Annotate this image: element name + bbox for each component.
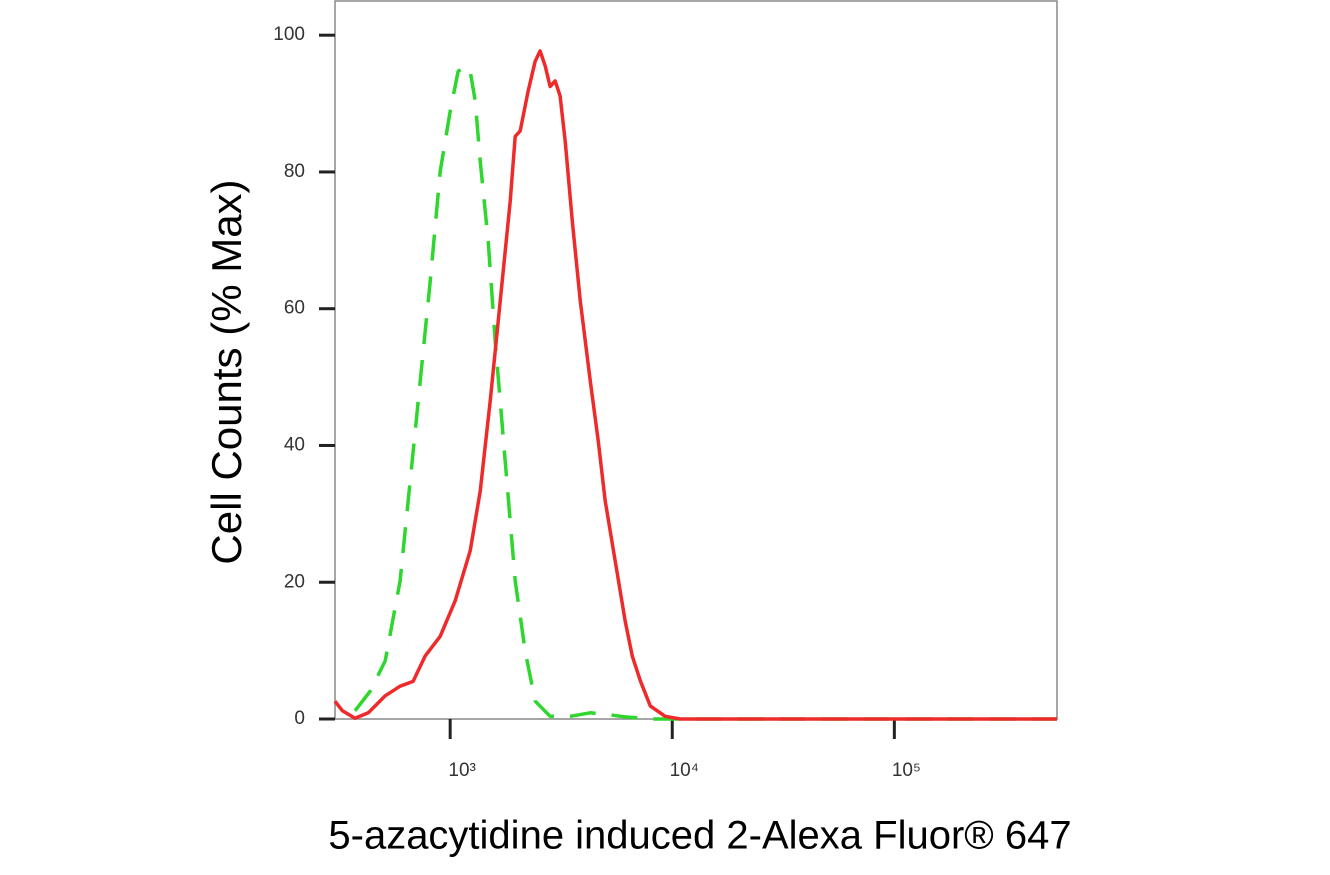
x-tick-label: 10⁵	[892, 760, 921, 781]
y-tick-label: 80	[284, 161, 305, 182]
series-line	[333, 49, 1057, 721]
series-line	[353, 64, 1057, 721]
plot-frame	[334, 0, 1058, 720]
y-tick-label: 20	[284, 571, 305, 592]
x-tick-label: 10⁴	[670, 760, 699, 781]
x-tick-label: 10³	[448, 760, 475, 781]
x-axis-label: 5-azacytidine induced 2-Alexa Fluor® 647	[328, 814, 1071, 858]
y-tick-label: 100	[273, 24, 305, 45]
y-tick-label: 40	[284, 434, 305, 455]
y-tick-label: 60	[284, 298, 305, 319]
y-axis-label: Cell Counts (% Max)	[203, 179, 250, 564]
y-tick-label: 0	[294, 708, 305, 729]
